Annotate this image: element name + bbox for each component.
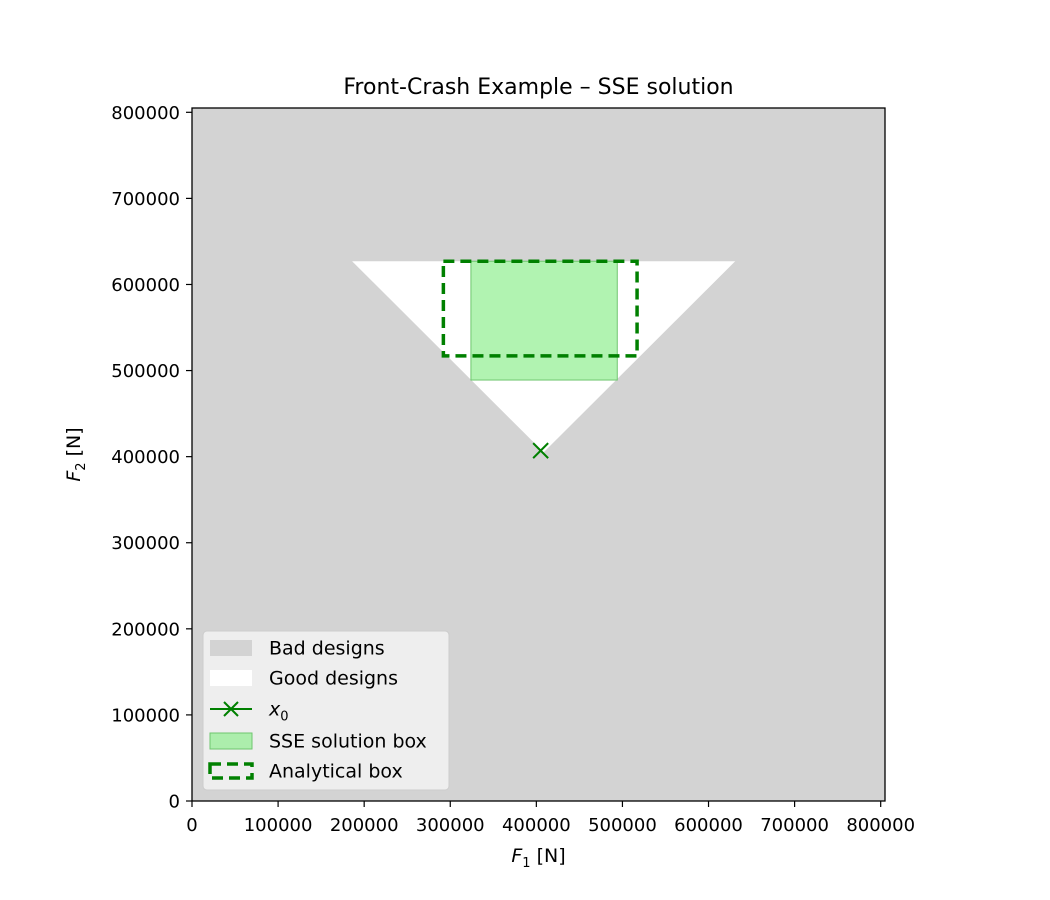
x0-marker-stroke-b: [532, 442, 549, 459]
analytical-box: [441, 259, 639, 358]
x-axis-label-symbol: F: [511, 845, 523, 867]
legend-swatch-good: [210, 670, 252, 686]
legend-item-bad: Bad designs: [210, 638, 385, 660]
legend-swatch-x0-cross-b: [223, 701, 239, 717]
x-tick-label: 600000: [674, 815, 743, 836]
sse-solution-box: [470, 260, 618, 381]
legend-label-x0: x0: [268, 699, 289, 725]
y-axis-label-unit: [N]: [63, 427, 85, 462]
x-tick-label: 700000: [760, 815, 829, 836]
legend-swatch-analytical: [208, 762, 254, 780]
x-axis-label: F1 [N]: [511, 845, 565, 871]
legend-swatch-sse: [209, 732, 253, 750]
x-tick-label: 200000: [330, 815, 399, 836]
y-tick-label: 700000: [111, 189, 180, 210]
legend: Bad designs Good designs x0 SSE solution bo…: [202, 630, 450, 791]
legend-item-good: Good designs: [210, 668, 398, 690]
legend-item-x0: x0: [210, 699, 289, 725]
x-tick-label: 100000: [244, 815, 313, 836]
y-tick-label: 400000: [111, 447, 180, 468]
y-axis-label-subscript: 2: [74, 462, 89, 470]
y-tick-label: 600000: [111, 275, 180, 296]
legend-label-x0-symbol: x: [268, 699, 281, 721]
axes-frame: [191, 107, 886, 802]
x-tick-label: 800000: [846, 815, 915, 836]
x-tick-label: 500000: [588, 815, 657, 836]
x-axis-label-unit: [N]: [531, 845, 566, 867]
legend-item-analytical: Analytical box: [208, 761, 403, 783]
legend-label-sse: SSE solution box: [269, 731, 427, 753]
x-tick-label: 0: [186, 815, 197, 836]
y-tick-label: 200000: [111, 619, 180, 640]
y-axis-label: F2 [N]: [63, 427, 89, 481]
legend-swatch-bad: [210, 640, 252, 656]
legend-label-analytical: Analytical box: [269, 761, 403, 783]
x0-marker: [532, 442, 549, 459]
x-tick-label: 300000: [416, 815, 485, 836]
y-tick-label: 800000: [111, 103, 180, 124]
y-axis: 0 100000 200000 300000 400000 500000 600000 700…: [111, 103, 192, 813]
y-tick-label: 100000: [111, 705, 180, 726]
legend-box: [202, 630, 450, 791]
legend-label-x0-subscript: 0: [280, 710, 288, 725]
x-axis: 0 100000 200000 300000 400000 500000 600000 700…: [186, 801, 915, 836]
legend-item-sse: SSE solution box: [209, 731, 427, 753]
y-tick-label: 300000: [111, 533, 180, 554]
y-axis-label-wrap: F2 [N]: [63, 427, 89, 481]
x-tick-label: 400000: [502, 815, 571, 836]
chart-title: Front-Crash Example – SSE solution: [343, 75, 733, 100]
legend-label-bad: Bad designs: [269, 638, 385, 660]
y-axis-label-symbol: F: [63, 470, 85, 482]
y-tick-label: 0: [169, 792, 180, 813]
x-axis-label-subscript: 1: [522, 856, 530, 871]
y-tick-label: 500000: [111, 361, 180, 382]
legend-label-good: Good designs: [269, 668, 398, 690]
